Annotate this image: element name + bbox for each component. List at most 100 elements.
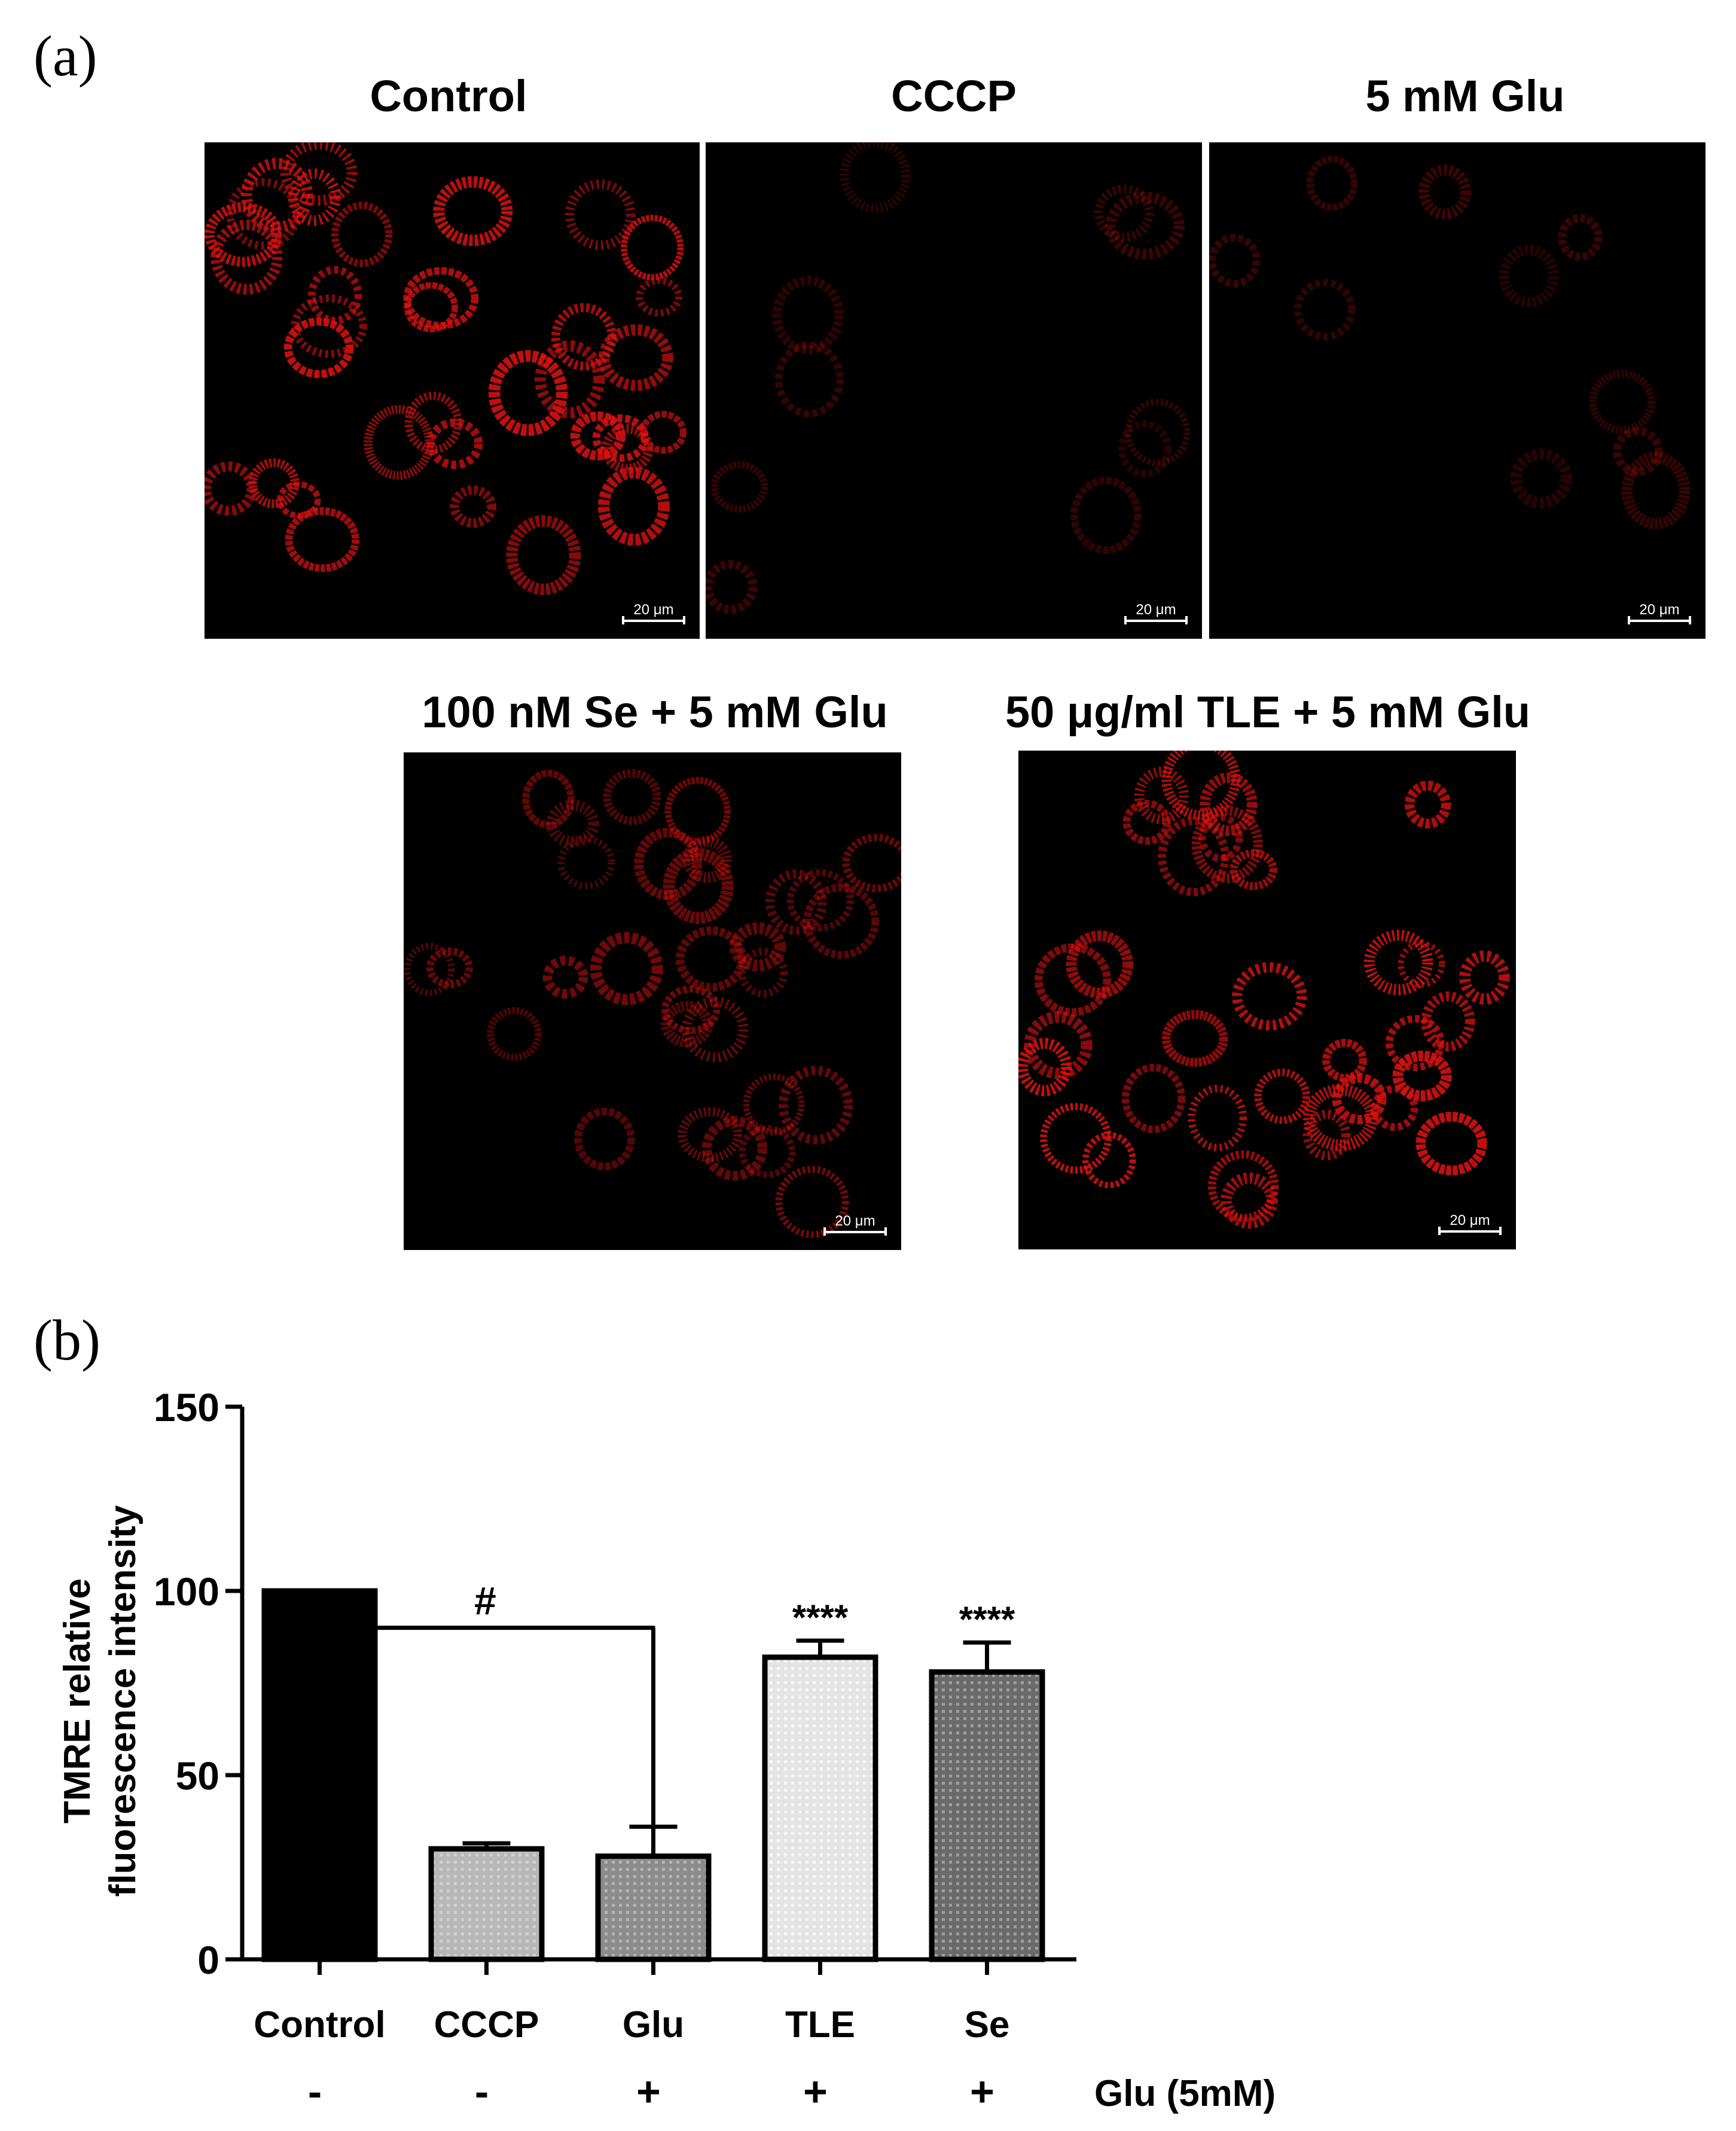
cell xyxy=(1207,1150,1279,1222)
scale-bar-cap xyxy=(1185,616,1188,624)
scale-bar-cap xyxy=(1499,1227,1502,1235)
y-tick-label: 0 xyxy=(197,1938,219,1982)
cell xyxy=(661,985,721,1034)
cell xyxy=(676,926,747,992)
cell xyxy=(248,458,300,508)
cell xyxy=(535,340,605,419)
cell-field xyxy=(1209,156,1691,529)
glu-indicator: - xyxy=(308,2068,322,2115)
cell xyxy=(1188,1084,1247,1151)
cell xyxy=(1191,806,1263,883)
bar-chart: 0 50 100 150 TMRE relative fluorescence inten… xyxy=(57,1385,1276,2115)
cell xyxy=(1161,1010,1228,1067)
cell xyxy=(277,481,321,519)
scale-bar-line xyxy=(1629,620,1690,622)
x-tick-label: Se xyxy=(965,2004,1010,2045)
cell xyxy=(639,411,687,454)
bar-tle xyxy=(762,1654,878,1962)
cell xyxy=(1293,279,1356,341)
y-tick-label: 150 xyxy=(154,1385,219,1429)
cell xyxy=(1118,420,1172,478)
cell xyxy=(1510,449,1572,509)
cell xyxy=(664,777,731,845)
cell xyxy=(1105,191,1185,260)
cell xyxy=(743,1073,805,1136)
cell xyxy=(1499,244,1560,308)
cell xyxy=(1558,214,1603,261)
cell xyxy=(291,294,367,358)
cell xyxy=(603,769,661,825)
image-title-cccp: CCCP xyxy=(891,71,1017,121)
cell xyxy=(205,461,257,516)
scale-bar-cap xyxy=(1628,616,1630,624)
significance-stars: **** xyxy=(792,1598,849,1638)
cell-field xyxy=(404,769,901,1239)
cell xyxy=(551,303,617,371)
micrograph-tle-glu: 20 μm xyxy=(1018,751,1516,1249)
cell xyxy=(1158,816,1229,897)
scale-bar-cap xyxy=(884,1227,887,1236)
cell xyxy=(598,324,673,391)
cell xyxy=(775,341,844,417)
y-tick-label: 50 xyxy=(176,1754,219,1798)
bar-se xyxy=(929,1669,1045,1962)
cell xyxy=(786,869,854,932)
scale-bar-cap xyxy=(622,616,624,624)
cell xyxy=(542,956,588,999)
glu-row-label: Glu (5mM) xyxy=(1094,2073,1276,2114)
cell xyxy=(1322,1038,1367,1082)
cell xyxy=(285,507,359,572)
cell xyxy=(1306,156,1358,211)
cell xyxy=(1200,772,1258,836)
scale-bar-line xyxy=(1125,620,1186,622)
cell xyxy=(506,515,581,595)
scale-bar-label: 20 μm xyxy=(835,1213,875,1229)
scale-bar-cap xyxy=(1689,616,1691,624)
cell xyxy=(1621,452,1691,529)
glu-indicator: + xyxy=(636,2068,661,2115)
scale-bar-label: 20 μm xyxy=(633,602,674,618)
cell xyxy=(739,1125,796,1178)
scale-bar-label: 20 μm xyxy=(1450,1212,1490,1228)
cell xyxy=(636,277,682,317)
micrograph-control: 20 μm xyxy=(205,142,700,639)
bar-cccp xyxy=(428,1846,545,1962)
cell xyxy=(1082,1132,1136,1188)
cell xyxy=(1122,800,1171,845)
scale-bar-label: 20 μm xyxy=(1136,602,1176,618)
y-axis-label-line1: TMRE relative xyxy=(57,1578,98,1824)
panel-a-label: (a) xyxy=(33,24,97,88)
cell xyxy=(433,176,513,246)
cell xyxy=(1386,1015,1445,1072)
cell xyxy=(522,770,575,829)
cell xyxy=(404,391,462,454)
cell xyxy=(621,215,684,281)
scale-bar-cap xyxy=(823,1227,826,1236)
cell xyxy=(678,1107,743,1163)
cell xyxy=(1161,751,1241,821)
cell xyxy=(1459,950,1510,1005)
image-title-tle-glu: 50 μg/ml TLE + 5 mM Glu xyxy=(1005,687,1530,737)
cell xyxy=(450,485,497,528)
cell xyxy=(840,142,911,213)
cell-field xyxy=(706,142,1191,614)
cell xyxy=(364,405,434,480)
cell xyxy=(1209,233,1261,288)
cell xyxy=(557,836,615,890)
scale-bar-line xyxy=(623,620,684,622)
micrograph-se-glu: 20 μm xyxy=(404,752,901,1250)
glu-indicator: + xyxy=(803,2068,828,2115)
cell xyxy=(487,1007,542,1061)
image-title-glu: 5 mM Glu xyxy=(1365,71,1565,121)
scale-bar: 20 μm xyxy=(621,602,687,626)
cell xyxy=(738,947,788,998)
scale-bar-cap xyxy=(683,616,685,624)
cell xyxy=(1221,1172,1278,1229)
scale-bar-line xyxy=(1439,1230,1500,1233)
cell xyxy=(565,179,636,251)
cell xyxy=(205,202,282,267)
cell xyxy=(570,411,626,461)
cell xyxy=(240,157,313,233)
cell xyxy=(663,847,734,924)
cell xyxy=(1034,943,1111,1017)
